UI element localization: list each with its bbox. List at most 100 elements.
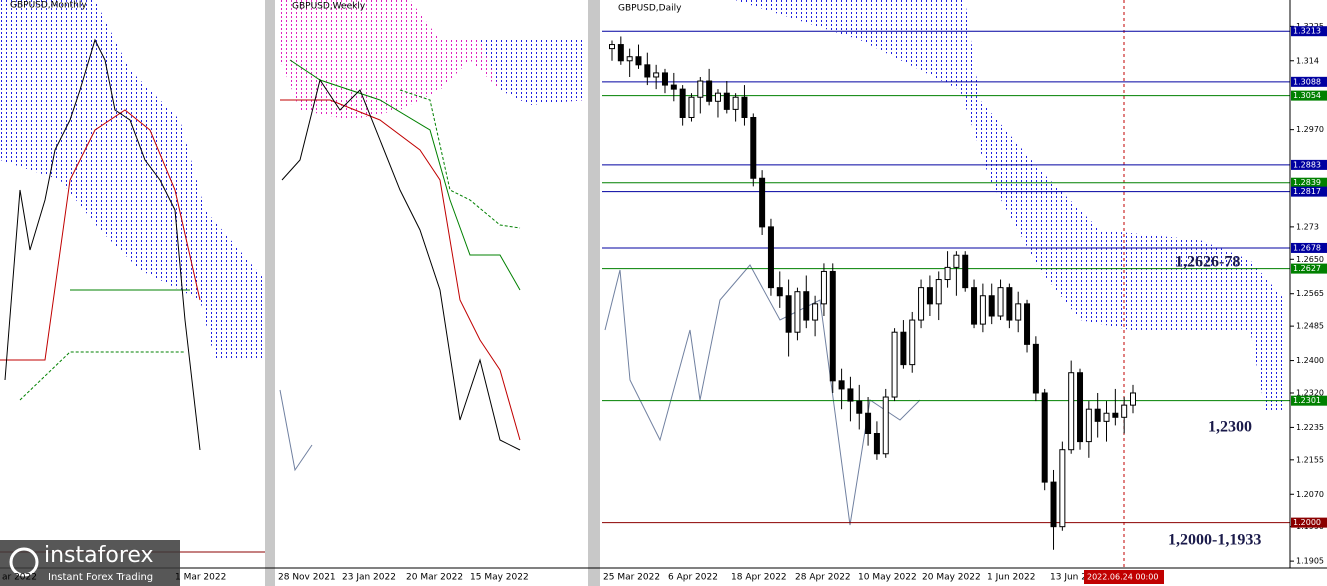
candle-body (714, 92, 721, 102)
candle-body (882, 396, 889, 455)
candle-body (918, 287, 925, 321)
candle-body (1041, 392, 1048, 483)
candle-body (644, 64, 651, 78)
x-tick-label: ar 2022 (2, 573, 37, 583)
level-label: 1.2627 (1293, 264, 1321, 273)
candle-body (794, 291, 801, 333)
level-label: 1.2883 (1293, 160, 1321, 169)
watermark-sub: Instant Forex Trading (48, 572, 153, 583)
candle-body (856, 400, 863, 414)
cursor-label: 2022.06.24 00:00 (1087, 573, 1158, 582)
candle-body (635, 56, 642, 66)
y-tick-label: 1.1905 (1296, 557, 1324, 566)
candle-body (1112, 412, 1119, 418)
y-tick-label: 1.2235 (1296, 423, 1324, 432)
y-tick-label: 1.2400 (1296, 356, 1324, 365)
y-tick-label: 1.2485 (1296, 322, 1324, 331)
x-tick-label: 15 May 2022 (470, 573, 529, 583)
candle-body (953, 254, 960, 268)
y-tick-label: 1.2970 (1296, 125, 1324, 134)
x-tick-label: 28 Apr 2022 (795, 573, 851, 583)
level-box (1291, 177, 1327, 188)
candle-body (1121, 404, 1128, 418)
level-box (1291, 76, 1327, 87)
level-box (1291, 517, 1327, 528)
watermark-logo (9, 547, 39, 577)
x-tick-label: 25 Mar 2022 (603, 573, 660, 583)
y-tick-label: 1.2070 (1296, 490, 1324, 499)
candle-body (1085, 408, 1092, 443)
panel-title: GBPUSD,Weekly (292, 2, 366, 12)
level-label: 1.2817 (1293, 187, 1321, 196)
candle-body (847, 388, 854, 402)
annotation: 1,2000-1,1933 (1168, 532, 1261, 549)
x-tick-label: 20 Mar 2022 (406, 573, 463, 583)
candle-body (803, 291, 810, 321)
candle-body (812, 303, 819, 321)
watermark: instaforex (44, 543, 154, 568)
y-tick-label: 1.2320 (1296, 388, 1324, 397)
level-label: 1.2678 (1293, 243, 1321, 252)
watermark-box (0, 540, 180, 586)
ichimoku-cloud (735, 0, 1285, 410)
y-tick-label: 1.273 (1296, 222, 1319, 231)
panel-title: GBPUSD,Monthly (10, 1, 87, 11)
candle-body (670, 84, 677, 90)
candle-body (979, 295, 986, 325)
level-box (1291, 242, 1327, 253)
level-box (1291, 263, 1327, 274)
candle-body (900, 331, 907, 366)
level-label: 1.2839 (1293, 178, 1321, 187)
x-tick-label: 28 Nov 2021 (278, 573, 336, 583)
candle-body (1094, 408, 1101, 422)
candle-body (1059, 449, 1066, 528)
candle-body (865, 412, 872, 434)
candle-body (962, 254, 969, 289)
x-tick-label: 10 May 2022 (858, 573, 917, 583)
cursor-box (1084, 570, 1164, 584)
candle-body (759, 177, 766, 228)
candle-body (609, 44, 615, 50)
level-box (1291, 90, 1327, 101)
candle-body (891, 331, 898, 398)
weekly-panel (279, 0, 585, 472)
candle-body (679, 88, 686, 118)
candle-body (1015, 303, 1022, 321)
y-tick-label: 1.2650 (1296, 255, 1324, 264)
candle-body (785, 295, 792, 333)
candle-body (1068, 372, 1075, 451)
level-label: 1.3213 (1293, 27, 1321, 36)
level-label: 1.3088 (1293, 77, 1321, 86)
candle-body (626, 56, 633, 62)
level-label: 1.2000 (1293, 518, 1321, 527)
monthly-panel (0, 0, 265, 553)
panel-title: GBPUSD,Daily (618, 4, 682, 14)
level-box (1291, 186, 1327, 197)
candle-body (1103, 412, 1110, 422)
y-tick-label: 1.2565 (1296, 289, 1324, 298)
candle-body (741, 96, 748, 118)
level-box (1291, 159, 1327, 170)
y-tick-label: 1.2155 (1296, 455, 1324, 464)
candle-body (732, 96, 739, 110)
candle-body (829, 270, 836, 382)
level-box (1291, 395, 1327, 406)
candle-body (750, 116, 757, 179)
candle-body (988, 295, 995, 317)
candle-body (661, 72, 668, 86)
x-tick-label: 23 Jan 2022 (342, 573, 396, 583)
candle-body (617, 44, 624, 62)
x-tick-label: 18 Apr 2022 (731, 573, 787, 583)
candle-body (1050, 481, 1057, 528)
x-tick-label: 1 Mar 2022 (175, 573, 226, 583)
candle-body (1032, 343, 1039, 394)
candle-body (1006, 287, 1013, 321)
x-tick-label: 20 May 2022 (922, 573, 981, 583)
candle-body (820, 270, 827, 305)
candle-body (838, 380, 845, 390)
candle-body (767, 226, 774, 289)
candle-body (997, 287, 1004, 317)
candle-body (971, 287, 978, 325)
candle-body (944, 266, 951, 281)
